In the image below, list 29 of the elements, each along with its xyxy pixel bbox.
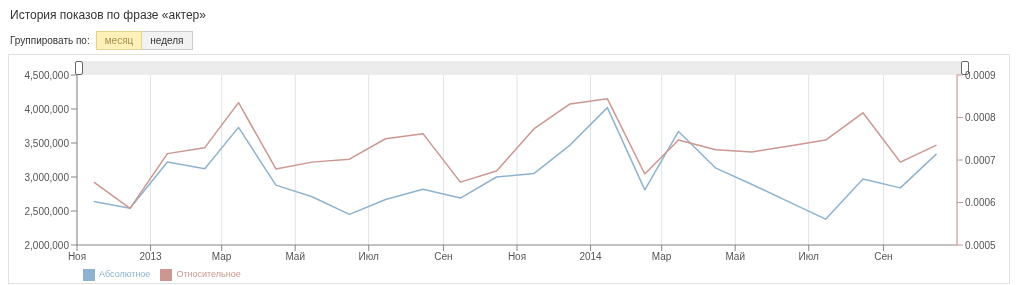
text: Группировать по: [10,34,90,46]
x-tick-label: 2014 [579,251,603,263]
legend-label: Абсолютное [99,269,151,280]
x-tick-label: Ноя [507,251,527,263]
toggle-button: месяц [95,30,143,50]
y2-tick-label: 0.0007 [965,154,997,166]
y-tick-label: 4,000,000 [24,103,70,115]
x-tick-label: Май [285,251,305,263]
y2-tick-label: 0.0006 [965,197,997,209]
x-tick-label: Мар [651,251,672,263]
y-tick-label: 2,500,000 [24,205,70,217]
y-tick-label: 3,000,000 [24,171,70,183]
x-tick-label: 2013 [139,251,163,263]
x-tick-label: Июл [358,251,380,263]
y-tick-label: 2,000,000 [24,239,70,251]
legend-label: Относительное [176,269,241,280]
x-tick-label: Май [725,251,745,263]
toggle-button: неделя [142,30,193,50]
x-tick-label: Мар [211,251,232,263]
y2-tick-label: 0.0005 [965,239,997,251]
x-tick-label: Ноя [67,251,87,263]
y-tick-label: 3,500,000 [24,137,70,149]
y-tick-label: 4,500,000 [24,69,70,81]
y2-tick-label: 0.0008 [965,112,997,124]
y2-tick-label: 0.0009 [965,69,997,81]
chart-title: История показов по фразе «актер» [10,8,207,22]
x-tick-label: Сен [434,251,453,263]
x-tick-label: Сен [874,251,893,263]
x-tick-label: Июл [798,251,820,263]
